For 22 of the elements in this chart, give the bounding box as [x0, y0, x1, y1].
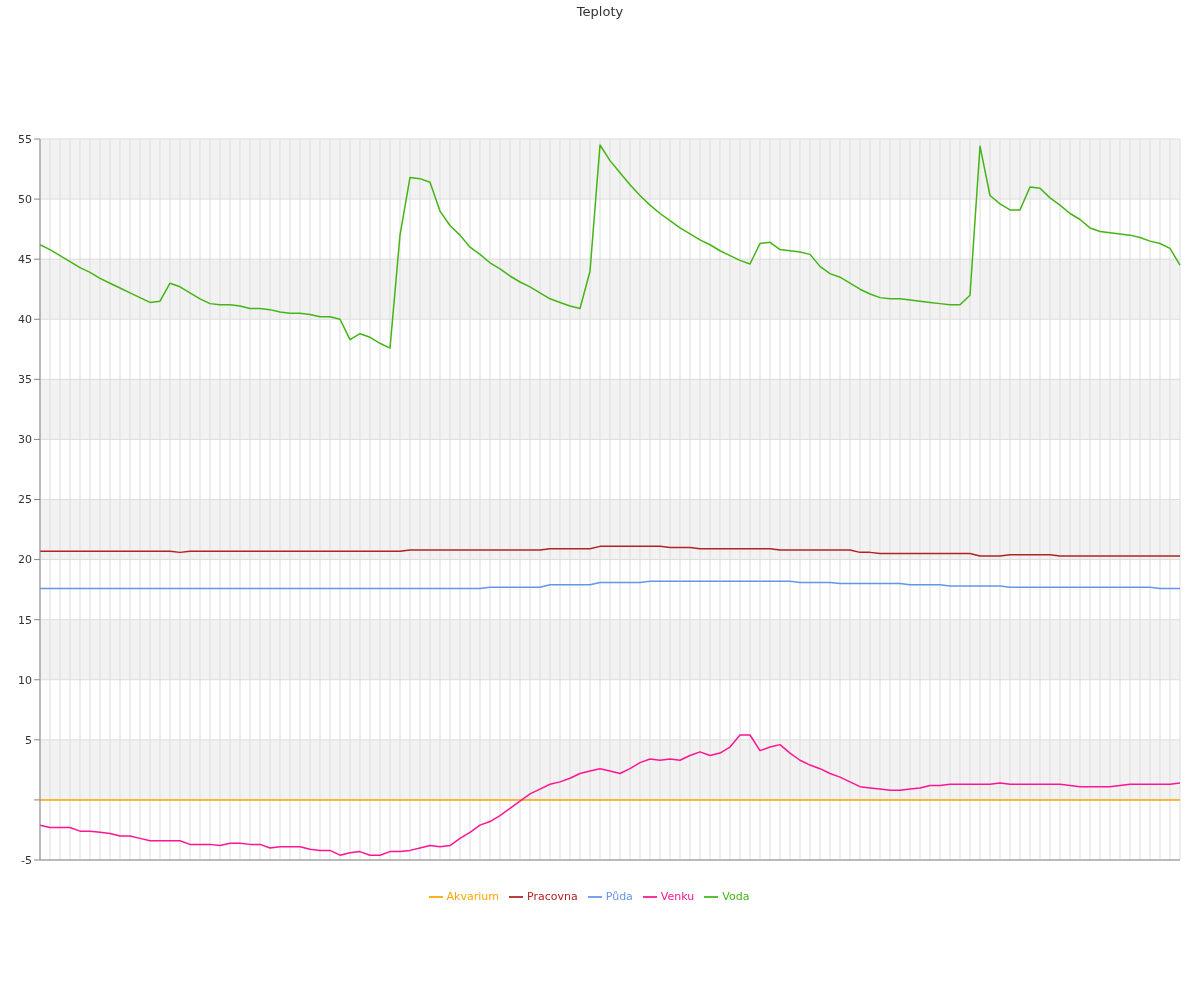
line-series — [39, 144, 1181, 349]
line-series — [39, 580, 1181, 590]
y-tick-label: 25 — [18, 493, 32, 507]
y-tick-label: 5 — [25, 733, 32, 747]
y-tick-label: 40 — [18, 313, 32, 327]
chart-title: Teploty — [575, 4, 625, 21]
y-tick-label: 10 — [18, 673, 32, 687]
legend-label: Pracovna — [527, 890, 578, 903]
legend-label: Půda — [605, 890, 633, 903]
y-tick-label: 50 — [18, 192, 32, 206]
legend-label: Akvarium — [446, 890, 500, 903]
y-tick-label: -5 — [21, 853, 32, 867]
y-tick-label: 45 — [18, 253, 32, 267]
y-tick-label: 30 — [18, 433, 32, 447]
y-tick-label: 55 — [18, 132, 32, 146]
y-tick-label: 20 — [18, 553, 32, 567]
y-tick-label: 35 — [18, 373, 32, 387]
line-series — [39, 545, 1181, 557]
line-series — [39, 734, 1181, 856]
y-tick-label: 15 — [18, 613, 32, 627]
legend-label: Venku — [660, 890, 695, 903]
legend-label: Voda — [722, 890, 750, 903]
